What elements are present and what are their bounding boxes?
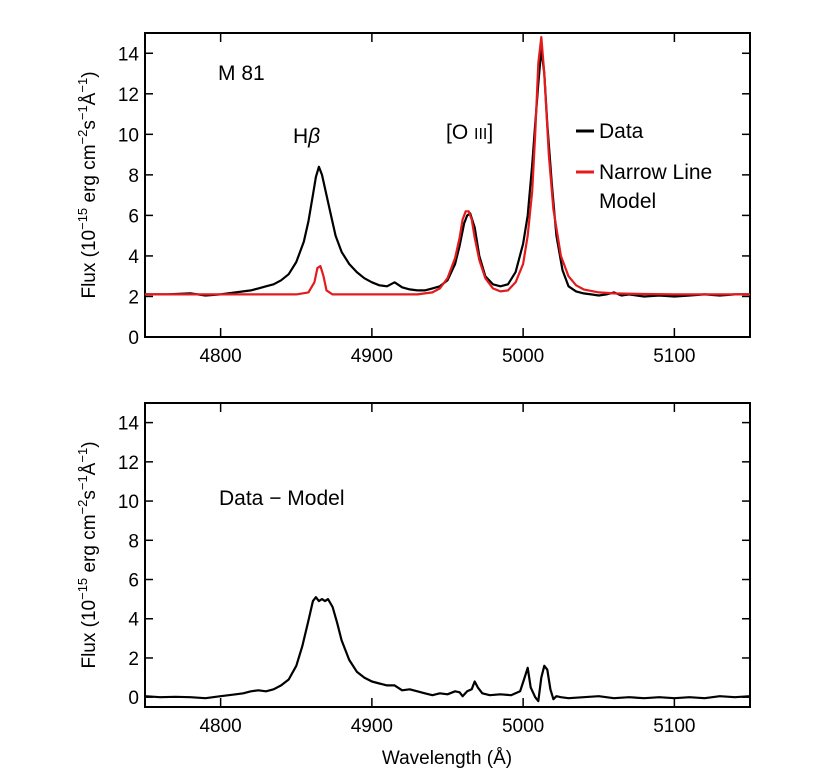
y-tick-label: 14 <box>118 414 140 435</box>
legend-label-model-line2: Model <box>599 190 656 213</box>
plot-frame <box>144 402 751 708</box>
axis-ticks: 0 2 4 6 8 10 12 14 4800 4900 5000 5100 <box>118 403 750 737</box>
y-tick-label: 0 <box>128 688 139 709</box>
y-tick-label: 2 <box>128 649 139 670</box>
y-tick-label: 4 <box>128 610 139 631</box>
legend: Data Narrow Line Model <box>576 120 712 213</box>
x-tick-label: 5100 <box>653 716 695 737</box>
y-axis-label: Flux (10−15 erg cm−2s−1Å−1) <box>75 71 100 298</box>
x-tick-label: 4800 <box>199 346 241 367</box>
y-tick-label: 6 <box>128 571 139 592</box>
residual-panel: 0 2 4 6 8 10 12 14 4800 4900 5000 5100 Data − Model… <box>75 402 751 769</box>
legend-label-model-line1: Narrow Line <box>599 161 712 184</box>
y-axis-label: Flux (10−15 erg cm−2s−1Å−1) <box>75 441 100 668</box>
axis-ticks: 0 2 4 6 8 10 12 14 4800 4900 5000 5100 <box>118 33 750 367</box>
series-line-data <box>145 48 750 298</box>
y-tick-label: 12 <box>118 453 139 474</box>
hbeta-label: Hβ <box>293 125 320 148</box>
y-tick-label: 2 <box>128 287 139 308</box>
spectrum-panel: 0 2 4 6 8 10 12 14 4800 4900 5000 5100 M 81 Hβ [O I… <box>75 32 751 367</box>
series-group <box>145 35 750 298</box>
x-tick-label: 4900 <box>351 346 393 367</box>
legend-label-data: Data <box>599 120 644 143</box>
y-tick-label: 4 <box>128 247 139 268</box>
series-line-residual <box>144 596 751 703</box>
plot-frame <box>144 32 751 338</box>
x-tick-label: 5000 <box>502 716 544 737</box>
y-tick-label: 12 <box>118 85 139 106</box>
series-line-narrow-line-model <box>145 35 750 296</box>
residual-label: Data − Model <box>219 487 345 510</box>
x-tick-label: 4800 <box>199 716 241 737</box>
y-tick-label: 8 <box>128 166 139 187</box>
series-group <box>144 596 751 703</box>
oiii-label: [O III] <box>446 121 493 144</box>
y-tick-label: 6 <box>128 206 139 227</box>
y-tick-label: 10 <box>118 125 139 146</box>
y-tick-label: 0 <box>128 328 139 349</box>
y-tick-label: 8 <box>128 531 139 552</box>
x-tick-label: 5000 <box>502 346 544 367</box>
object-label: M 81 <box>218 62 265 85</box>
x-axis-label: Wavelength (Å) <box>382 748 512 769</box>
y-tick-label: 10 <box>118 492 139 513</box>
x-tick-label: 5100 <box>653 346 695 367</box>
x-tick-label: 4900 <box>351 716 393 737</box>
y-tick-label: 14 <box>118 44 140 65</box>
